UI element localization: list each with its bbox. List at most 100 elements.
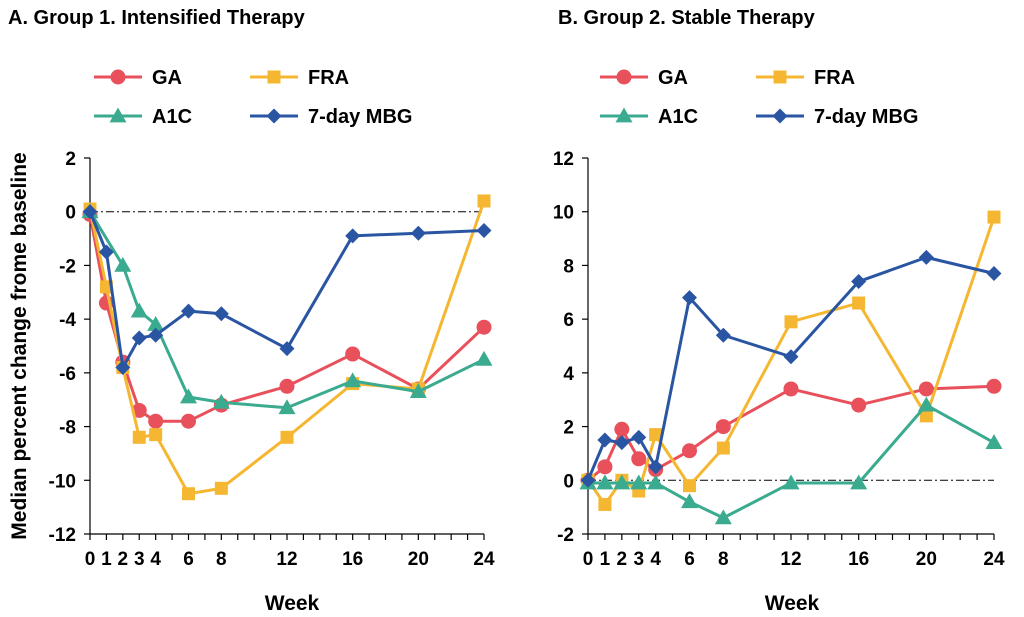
panel-a-legend-7-day-mbg-marker <box>266 108 282 124</box>
panel-b-y-tick-label: 4 <box>563 364 574 385</box>
panel-a-legend: GA FRA A1C 7-day MBG <box>94 67 412 128</box>
panel-a-series-a1c-point <box>212 393 230 409</box>
panel-b-series <box>579 210 1003 525</box>
panel-a-y-tick-label: -4 <box>59 310 76 331</box>
panel-a-series-ga-point <box>181 413 196 429</box>
panel-b-series-a1c-point <box>647 474 665 490</box>
panel-a-y-axis-label: Median percent change frome baseline <box>8 152 31 539</box>
panel-b-series-fra-point <box>987 210 1001 224</box>
panel-b-series-fra-point <box>683 479 696 493</box>
panel-a-legend-ga-label: GA <box>152 67 182 89</box>
panel-a-y-tick-label: -8 <box>59 418 76 439</box>
panel-a: A. Group 1. Intensified Therapy GA FRA A1C… <box>8 7 495 615</box>
panel-a-y-tick-label: -6 <box>59 364 76 385</box>
panel-a-series-7-day-mbg-point <box>131 330 147 346</box>
panel-a-series-7-day-mbg-point <box>476 223 492 239</box>
panel-a-series-ga-point <box>476 319 492 335</box>
panel-b-series-fra-point <box>598 497 612 511</box>
panel-b-series-fra-point <box>784 315 798 329</box>
panel-a-series-a1c-point <box>130 302 148 318</box>
panel-a-series-7-day-mbg-point <box>279 341 295 357</box>
panel-a-series-a1c-point <box>409 383 427 399</box>
panel-a-series-ga-point <box>148 413 164 429</box>
panel-a-series-7-day-mbg-point <box>98 244 114 260</box>
panel-b-series-a1c-point <box>613 474 631 490</box>
panel-b-series-7-day-mbg-point <box>715 327 731 343</box>
panel-a-series-fra-point <box>280 430 294 444</box>
panel-b-legend-fra-label: FRA <box>814 67 855 89</box>
panel-b-x-tick-label: 16 <box>848 549 869 570</box>
panel-a-legend-a1c-marker <box>109 107 127 123</box>
panel-b-series-7-day-mbg-line <box>586 255 995 481</box>
panel-a-series-7-day-mbg-point <box>345 228 361 244</box>
panel-a-series-ga-point <box>131 402 147 418</box>
panel-a-legend-fra-marker <box>267 70 281 84</box>
panel-a-x-axis-label: Week <box>265 592 320 615</box>
panel-a-series <box>81 194 493 501</box>
panel-b-legend: GA FRA A1C 7-day MBG <box>600 67 918 128</box>
panel-b-legend-7-day-mbg-label: 7-day MBG <box>814 106 918 128</box>
panel-b-series-a1c-point <box>782 474 800 490</box>
panel-a-series-7-day-mbg-point <box>148 327 164 343</box>
panel-a-series-7-day-mbg-point <box>213 306 229 322</box>
panel-a-y-tick-label: 0 <box>65 203 76 224</box>
panel-b-series-7-day-mbg-point <box>614 435 630 451</box>
panel-a-series-a1c-point <box>147 316 165 331</box>
panel-b-legend-7-day-mbg-marker <box>772 108 788 124</box>
panel-a-x-tick-label: 16 <box>342 549 363 570</box>
panel-b-series-7-day-mbg-point <box>851 274 867 290</box>
panel-b-series-fra-point <box>852 296 866 310</box>
panel-b-series-fra-point <box>919 409 933 423</box>
panel-b-x-tick-label: 0 <box>583 549 594 570</box>
panel-a-y-tick-label: 2 <box>65 149 76 170</box>
panel-a-x-tick-label: 0 <box>85 549 96 570</box>
panel-b-y-tick-label: -2 <box>557 525 574 546</box>
panel-a-series-fra-point <box>214 481 228 495</box>
panel-a-series-7-day-mbg-point <box>82 204 98 220</box>
panel-b-series-ga-point <box>614 421 630 437</box>
panel-b-series-a1c-point <box>630 474 648 490</box>
panel-a-y-tick-label: -2 <box>59 256 76 277</box>
panel-b-x-tick-label: 2 <box>617 549 628 570</box>
panel-b-series-ga-point <box>783 381 799 397</box>
panel-a-x-tick-label: 1 <box>101 549 112 570</box>
panel-a-legend-a1c-label: A1C <box>152 106 192 128</box>
panel-b-series-a1c-point <box>917 396 935 412</box>
panel-b-series-ga-point <box>631 451 647 467</box>
panel-a-series-ga-point <box>279 378 295 394</box>
panel-b-series-7-day-mbg-point <box>631 429 647 445</box>
panel-b-legend-a1c-label: A1C <box>658 106 698 128</box>
panel-b-y-tick-label: 12 <box>553 149 574 170</box>
panel-b-x-axis-label: Week <box>765 592 820 615</box>
panel-b-legend-fra-marker <box>773 70 787 84</box>
panel-b-series-a1c-point <box>714 509 732 525</box>
panel-b-x-tick-label: 4 <box>650 549 661 570</box>
panel-a-series-fra-point <box>182 487 195 501</box>
panel-b-series-ga-point <box>682 443 697 459</box>
panel-b-x-tick-label: 12 <box>780 549 801 570</box>
panel-a-x-tick-label: 3 <box>134 549 145 570</box>
panel-a-y-tick-label: -10 <box>49 471 76 492</box>
panel-a-x-tick-label: 12 <box>276 549 297 570</box>
panel-a-legend-7-day-mbg-label: 7-day MBG <box>308 106 412 128</box>
panel-a-x-tick-label: 24 <box>473 549 495 570</box>
panel-b-x-tick-label: 6 <box>684 549 695 570</box>
panel-b-legend-a1c-marker <box>615 107 633 123</box>
panel-a-series-a1c-point <box>475 350 493 366</box>
panel-b-series-a1c-point <box>985 434 1003 450</box>
panel-a-x-tick-label: 20 <box>408 549 429 570</box>
panel-b-series-ga-point <box>715 419 731 435</box>
panel-a-series-a1c-point <box>180 388 197 404</box>
panel-b-series-ga-point <box>597 459 613 475</box>
panel-a-x-tick-label: 8 <box>216 549 227 570</box>
panel-a-series-a1c-point <box>344 372 362 388</box>
panel-b-series-7-day-mbg-point <box>597 432 613 448</box>
panel-a-y-tick-label: -12 <box>49 525 76 546</box>
panel-b: B. Group 2. Stable Therapy GA FRA A1C 7-day… <box>553 7 1005 615</box>
panel-b-series-a1c-point <box>596 474 614 490</box>
panel-b-title: B. Group 2. Stable Therapy <box>558 7 816 29</box>
panel-a-series-a1c-line <box>88 210 485 410</box>
panel-a-series-a1c-point <box>114 256 132 272</box>
panel-a-title: A. Group 1. Intensified Therapy <box>8 7 306 29</box>
